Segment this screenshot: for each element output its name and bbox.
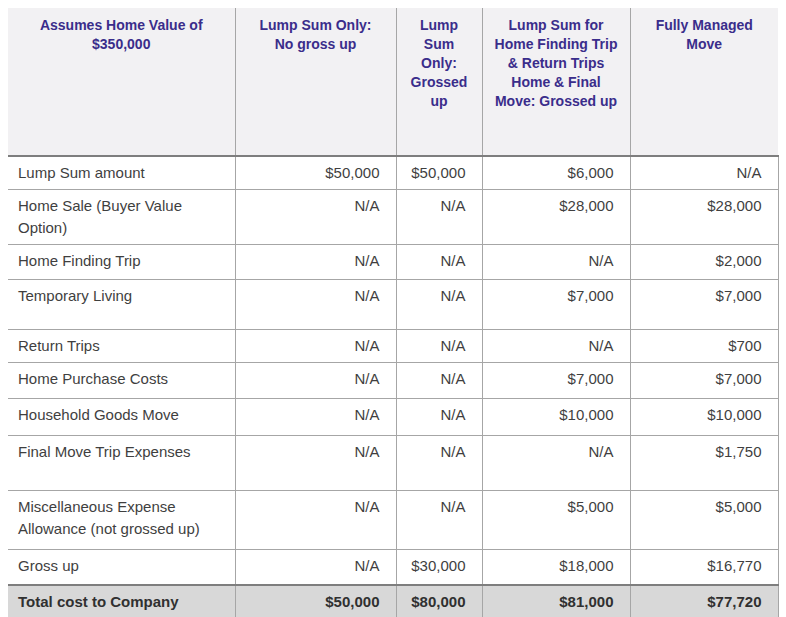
cell-value: N/A: [235, 436, 396, 491]
page: Assumes Home Value of $350,000 Lump Sum …: [0, 0, 786, 617]
table-row-final-move-trip-expenses: Final Move Trip Expenses N/A N/A N/A $1,…: [8, 436, 778, 491]
column-header-lump-sum-grossed-up: Lump Sum Only: Grossed up: [396, 8, 482, 156]
cell-value: N/A: [482, 330, 630, 363]
row-label: Gross up: [8, 550, 235, 585]
cell-value: $7,000: [482, 363, 630, 399]
cell-value: $28,000: [482, 190, 630, 245]
table-row-home-sale: Home Sale (Buyer Value Option) N/A N/A $…: [8, 190, 778, 245]
cell-value: $10,000: [482, 399, 630, 436]
cell-value: $10,000: [630, 399, 778, 436]
relocation-cost-comparison-table: Assumes Home Value of $350,000 Lump Sum …: [8, 8, 779, 617]
cell-value: N/A: [396, 399, 482, 436]
row-label: Final Move Trip Expenses: [8, 436, 235, 491]
row-label: Home Sale (Buyer Value Option): [8, 190, 235, 245]
cell-value: $2,000: [630, 245, 778, 280]
cell-value: N/A: [235, 330, 396, 363]
cell-value: $50,000: [396, 156, 482, 190]
cell-value: N/A: [396, 491, 482, 550]
row-label: Household Goods Move: [8, 399, 235, 436]
cell-value: $50,000: [235, 156, 396, 190]
cell-value: $700: [630, 330, 778, 363]
header-row: Assumes Home Value of $350,000 Lump Sum …: [8, 8, 778, 156]
row-label: Lump Sum amount: [8, 156, 235, 190]
cell-value: N/A: [482, 245, 630, 280]
cell-value: N/A: [235, 280, 396, 330]
table-body: Lump Sum amount $50,000 $50,000 $6,000 N…: [8, 156, 778, 617]
cell-value: $28,000: [630, 190, 778, 245]
cell-value: $6,000: [482, 156, 630, 190]
cell-value: N/A: [396, 363, 482, 399]
table-row-lump-sum-amount: Lump Sum amount $50,000 $50,000 $6,000 N…: [8, 156, 778, 190]
total-cell-value: $81,000: [482, 585, 630, 617]
cell-value: $7,000: [630, 363, 778, 399]
total-cell-value: $80,000: [396, 585, 482, 617]
cell-value: N/A: [396, 280, 482, 330]
cell-value: N/A: [396, 245, 482, 280]
row-label: Home Purchase Costs: [8, 363, 235, 399]
column-header-lump-sum-no-gross-up: Lump Sum Only: No gross up: [235, 8, 396, 156]
cell-value: N/A: [235, 550, 396, 585]
table-header: Assumes Home Value of $350,000 Lump Sum …: [8, 8, 778, 156]
table-row-total-cost-to-company: Total cost to Company $50,000 $80,000 $8…: [8, 585, 778, 617]
table-row-temporary-living: Temporary Living N/A N/A $7,000 $7,000: [8, 280, 778, 330]
cell-value: $7,000: [482, 280, 630, 330]
cell-value: N/A: [235, 190, 396, 245]
total-cell-value: $50,000: [235, 585, 396, 617]
cell-value: $5,000: [630, 491, 778, 550]
row-label: Home Finding Trip: [8, 245, 235, 280]
total-row-label: Total cost to Company: [8, 585, 235, 617]
cell-value: N/A: [235, 399, 396, 436]
table-row-home-finding-trip: Home Finding Trip N/A N/A N/A $2,000: [8, 245, 778, 280]
cell-value: $5,000: [482, 491, 630, 550]
column-header-assumptions: Assumes Home Value of $350,000: [8, 8, 235, 156]
table-row-return-trips: Return Trips N/A N/A N/A $700: [8, 330, 778, 363]
row-label: Return Trips: [8, 330, 235, 363]
cell-value: N/A: [396, 330, 482, 363]
cell-value: N/A: [235, 363, 396, 399]
cell-value: $1,750: [630, 436, 778, 491]
cell-value: N/A: [235, 491, 396, 550]
column-header-fully-managed-move: Fully Managed Move: [630, 8, 778, 156]
cell-value: $30,000: [396, 550, 482, 585]
row-label: Miscellaneous Expense Allowance (not gro…: [8, 491, 235, 550]
cell-value: N/A: [630, 156, 778, 190]
row-label: Temporary Living: [8, 280, 235, 330]
cell-value: N/A: [396, 436, 482, 491]
table-row-household-goods-move: Household Goods Move N/A N/A $10,000 $10…: [8, 399, 778, 436]
table-row-miscellaneous-expense-allowance: Miscellaneous Expense Allowance (not gro…: [8, 491, 778, 550]
cell-value: $18,000: [482, 550, 630, 585]
cell-value: N/A: [235, 245, 396, 280]
cell-value: $7,000: [630, 280, 778, 330]
column-header-lump-sum-trips-grossed-up: Lump Sum for Home Finding Trip & Return …: [482, 8, 630, 156]
total-cell-value: $77,720: [630, 585, 778, 617]
cell-value: $16,770: [630, 550, 778, 585]
table-row-home-purchase-costs: Home Purchase Costs N/A N/A $7,000 $7,00…: [8, 363, 778, 399]
cell-value: N/A: [396, 190, 482, 245]
cell-value: N/A: [482, 436, 630, 491]
table-row-gross-up: Gross up N/A $30,000 $18,000 $16,770: [8, 550, 778, 585]
